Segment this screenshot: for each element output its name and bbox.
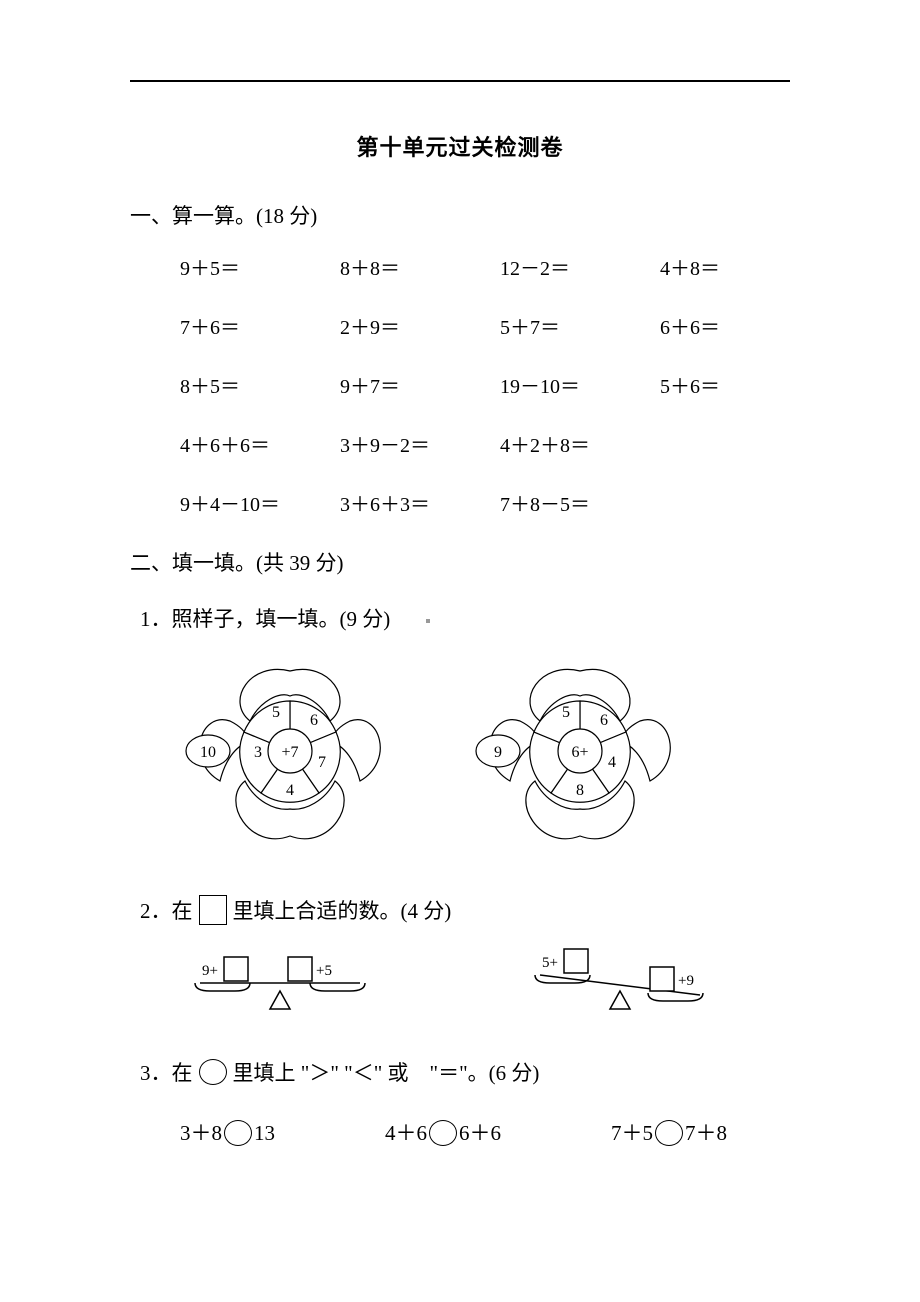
calc-cell: 3＋9－2＝ — [340, 429, 500, 458]
calc-cell: 4＋6＋6＝ — [180, 429, 340, 458]
calc-cell: 8＋8＝ — [340, 252, 500, 281]
blank-box — [288, 957, 312, 981]
blank-circle-icon — [199, 1059, 227, 1085]
section2-prefix: 二、填一填。 — [130, 551, 256, 575]
compare-left: 7＋5 — [611, 1121, 653, 1145]
flower-diagram: 6+ 5 6 4 8 9 — [470, 651, 690, 861]
blank-circle-icon — [224, 1120, 252, 1146]
section2-points: (共 39 分) — [256, 551, 344, 575]
balance-fulcrum — [610, 991, 630, 1009]
calc-cell: 9＋7＝ — [340, 370, 500, 399]
page-title: 第十单元过关检测卷 — [100, 130, 820, 162]
petal-text: 5 — [562, 704, 570, 721]
petal-text: 6 — [310, 712, 318, 729]
balance-pan — [535, 975, 590, 983]
calc-cell: 5＋7＝ — [500, 311, 660, 340]
compare-right: 7＋8 — [685, 1121, 727, 1145]
petal-text: 4 — [608, 754, 616, 771]
balance-left-label: 9+ — [202, 963, 218, 979]
calc-cell: 9＋4－10＝ — [180, 488, 340, 517]
leaf-text: 9 — [494, 744, 502, 761]
q2-prefix: 2．在 — [140, 895, 193, 925]
compare-left: 4＋6 — [385, 1121, 427, 1145]
compare-right: 13 — [254, 1121, 275, 1145]
balance-diagram: 9+ +5 — [180, 943, 380, 1023]
petal-text: 7 — [318, 754, 326, 771]
blank-box — [564, 949, 588, 973]
balance-fulcrum — [270, 991, 290, 1009]
calc-row: 9＋4－10＝ 3＋6＋3＝ 7＋8－5＝ — [180, 488, 820, 517]
calc-row: 7＋6＝ 2＋9＝ 5＋7＝ 6＋6＝ — [180, 311, 820, 340]
flower-row: +7 5 6 7 4 3 10 — [180, 651, 820, 861]
compare-left: 3＋8 — [180, 1121, 222, 1145]
calc-cell: 9＋5＝ — [180, 252, 340, 281]
calc-cell — [660, 488, 820, 517]
top-rule — [130, 80, 790, 82]
calc-grid: 9＋5＝ 8＋8＝ 12－2＝ 4＋8＝ 7＋6＝ 2＋9＝ 5＋7＝ 6＋6＝… — [180, 252, 820, 517]
blank-box-icon — [199, 895, 227, 925]
calc-row: 9＋5＝ 8＋8＝ 12－2＝ 4＋8＝ — [180, 252, 820, 281]
blank-circle-icon — [429, 1120, 457, 1146]
worksheet-page: 第十单元过关检测卷 一、算一算。(18 分) 9＋5＝ 8＋8＝ 12－2＝ 4… — [0, 0, 920, 1302]
calc-cell: 7＋6＝ — [180, 311, 340, 340]
calc-cell: 8＋5＝ — [180, 370, 340, 399]
balance-right-label: +5 — [316, 963, 332, 979]
calc-cell — [660, 429, 820, 458]
petal-text: 6 — [600, 712, 608, 729]
bullet-dot — [426, 619, 430, 623]
calc-cell: 19－10＝ — [500, 370, 660, 399]
section2-heading: 二、填一填。(共 39 分) — [130, 547, 820, 577]
q2-heading: 2．在 里填上合适的数。(4 分) — [140, 895, 820, 925]
balance-diagram: 5+ +9 — [520, 943, 720, 1023]
calc-cell: 2＋9＝ — [340, 311, 500, 340]
balance-left-label: 5+ — [542, 955, 558, 971]
q3-suffix: 里填上 "＞" "＜" 或 "＝"。(6 分) — [233, 1057, 540, 1087]
compare-right: 6＋6 — [459, 1121, 501, 1145]
flower-diagram: +7 5 6 7 4 3 10 — [180, 651, 400, 861]
leaf-text: 10 — [200, 744, 216, 761]
calc-row: 8＋5＝ 9＋7＝ 19－10＝ 5＋6＝ — [180, 370, 820, 399]
petal-text: 8 — [576, 782, 584, 799]
petal-text: 5 — [272, 704, 280, 721]
q3-heading: 3．在 里填上 "＞" "＜" 或 "＝"。(6 分) — [140, 1057, 820, 1087]
q3-prefix: 3．在 — [140, 1057, 193, 1087]
q1-heading: 1．照样子，填一填。(9 分) — [140, 603, 820, 633]
calc-row: 4＋6＋6＝ 3＋9－2＝ 4＋2＋8＝ — [180, 429, 820, 458]
section1-points: (18 分) — [256, 204, 317, 228]
balance-row: 9+ +5 5+ +9 — [180, 943, 820, 1023]
flower-center-text: 6+ — [571, 744, 588, 761]
balance-right-label: +9 — [678, 973, 694, 989]
compare-item: 4＋6 6＋6 — [385, 1117, 501, 1147]
blank-box — [650, 967, 674, 991]
section1-prefix: 一、算一算。 — [130, 204, 256, 228]
compare-item: 3＋8 13 — [180, 1117, 275, 1147]
calc-cell: 3＋6＋3＝ — [340, 488, 500, 517]
compare-item: 7＋5 7＋8 — [611, 1117, 727, 1147]
q1-label: 1．照样子，填一填。(9 分) — [140, 607, 390, 631]
section1-heading: 一、算一算。(18 分) — [130, 200, 820, 230]
calc-cell: 5＋6＝ — [660, 370, 820, 399]
blank-circle-icon — [655, 1120, 683, 1146]
calc-cell: 4＋2＋8＝ — [500, 429, 660, 458]
balance-pan — [310, 983, 365, 991]
blank-box — [224, 957, 248, 981]
calc-cell: 7＋8－5＝ — [500, 488, 660, 517]
petal-text: 4 — [286, 782, 294, 799]
calc-cell: 12－2＝ — [500, 252, 660, 281]
calc-cell: 6＋6＝ — [660, 311, 820, 340]
balance-pan — [195, 983, 250, 991]
petal-text: 3 — [254, 744, 262, 761]
q3-items: 3＋8 13 4＋6 6＋6 7＋5 7＋8 — [180, 1117, 820, 1147]
calc-cell: 4＋8＝ — [660, 252, 820, 281]
q2-suffix: 里填上合适的数。(4 分) — [233, 895, 452, 925]
flower-center-text: +7 — [281, 744, 298, 761]
